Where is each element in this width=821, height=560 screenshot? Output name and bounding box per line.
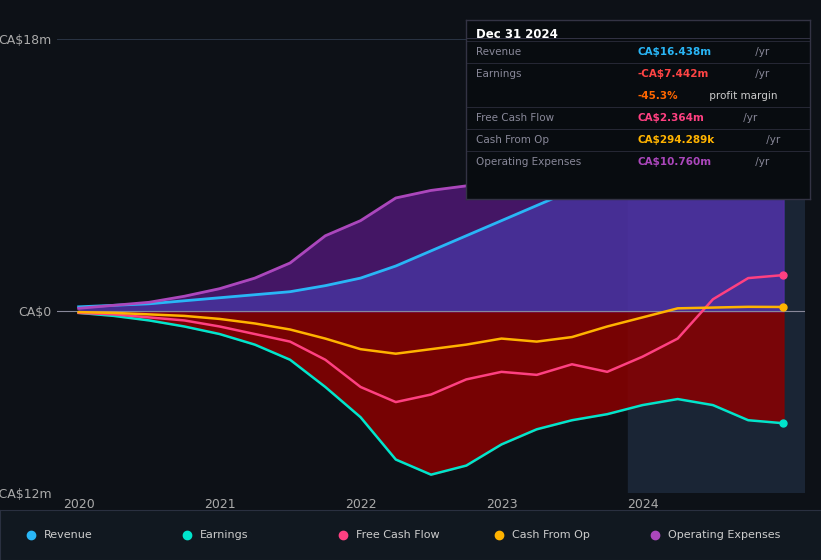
Text: /yr: /yr	[763, 136, 780, 146]
Text: /yr: /yr	[752, 47, 769, 57]
Text: Revenue: Revenue	[44, 530, 93, 540]
Text: Operating Expenses: Operating Expenses	[668, 530, 781, 540]
Text: Dec 31 2024: Dec 31 2024	[476, 27, 557, 41]
Text: Cash From Op: Cash From Op	[476, 136, 549, 146]
Text: Earnings: Earnings	[200, 530, 249, 540]
Text: Revenue: Revenue	[476, 47, 521, 57]
Text: CA$16.438m: CA$16.438m	[638, 47, 712, 57]
Text: profit margin: profit margin	[706, 91, 777, 101]
Bar	[628, 39, 805, 493]
Text: Cash From Op: Cash From Op	[512, 530, 590, 540]
Text: /yr: /yr	[752, 69, 769, 79]
Text: CA$10.760m: CA$10.760m	[638, 157, 712, 167]
Text: /yr: /yr	[741, 113, 758, 123]
Text: CA$294.289k: CA$294.289k	[638, 136, 715, 146]
Text: Earnings: Earnings	[476, 69, 521, 79]
Text: -45.3%: -45.3%	[638, 91, 678, 101]
Text: CA$2.364m: CA$2.364m	[638, 113, 704, 123]
Text: -CA$7.442m: -CA$7.442m	[638, 69, 709, 79]
Text: /yr: /yr	[752, 157, 769, 167]
Text: Free Cash Flow: Free Cash Flow	[476, 113, 554, 123]
Text: Free Cash Flow: Free Cash Flow	[356, 530, 440, 540]
Text: Operating Expenses: Operating Expenses	[476, 157, 581, 167]
